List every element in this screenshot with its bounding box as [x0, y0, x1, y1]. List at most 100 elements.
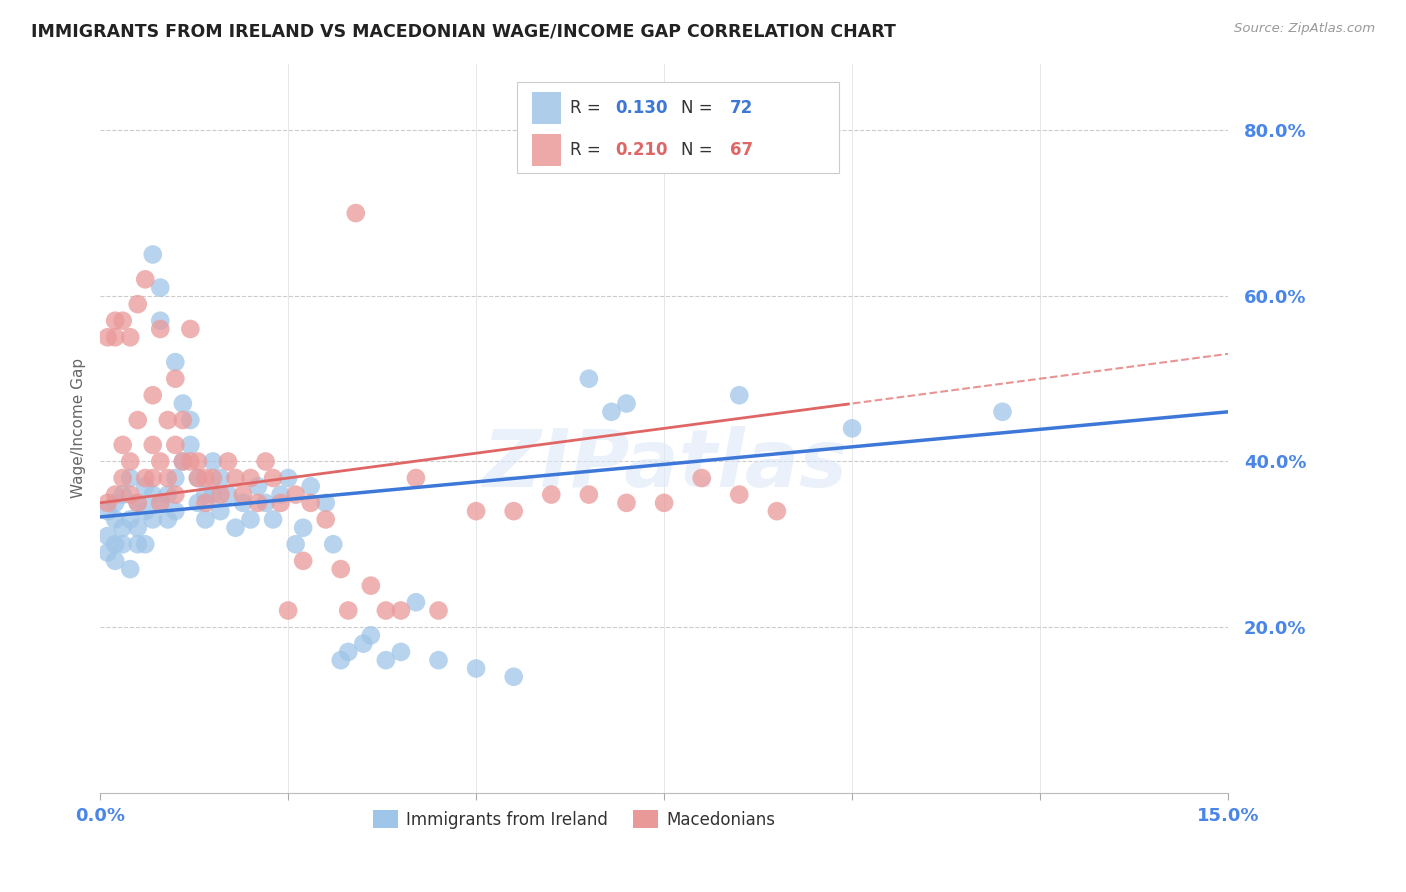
Point — [156, 413, 179, 427]
Point — [292, 521, 315, 535]
Point — [187, 496, 209, 510]
Point — [156, 487, 179, 501]
Point — [262, 471, 284, 485]
Point — [149, 322, 172, 336]
Point — [322, 537, 344, 551]
Point — [284, 487, 307, 501]
Point — [254, 496, 277, 510]
Point — [127, 297, 149, 311]
Point — [209, 471, 232, 485]
Point — [172, 396, 194, 410]
Point — [111, 471, 134, 485]
Point — [728, 487, 751, 501]
Point — [134, 272, 156, 286]
Point — [224, 521, 246, 535]
Point — [149, 280, 172, 294]
Point — [209, 504, 232, 518]
Point — [104, 512, 127, 526]
Point — [172, 454, 194, 468]
Point — [172, 454, 194, 468]
Point — [97, 504, 120, 518]
Text: 67: 67 — [730, 141, 752, 159]
Point — [142, 512, 165, 526]
FancyBboxPatch shape — [517, 82, 839, 173]
Point — [179, 438, 201, 452]
Point — [120, 487, 142, 501]
Point — [104, 496, 127, 510]
Point — [728, 388, 751, 402]
Point — [284, 537, 307, 551]
Point — [187, 454, 209, 468]
Point — [149, 314, 172, 328]
Point — [329, 562, 352, 576]
Point — [270, 487, 292, 501]
Point — [111, 537, 134, 551]
Point — [194, 512, 217, 526]
Legend: Immigrants from Ireland, Macedonians: Immigrants from Ireland, Macedonians — [366, 804, 782, 835]
Point — [465, 661, 488, 675]
Point — [194, 496, 217, 510]
Point — [111, 438, 134, 452]
Point — [337, 603, 360, 617]
Point — [360, 579, 382, 593]
Point — [134, 504, 156, 518]
Point — [352, 637, 374, 651]
Point — [179, 322, 201, 336]
Point — [427, 653, 450, 667]
Point — [187, 471, 209, 485]
Point — [578, 487, 600, 501]
Point — [374, 603, 396, 617]
Text: IMMIGRANTS FROM IRELAND VS MACEDONIAN WAGE/INCOME GAP CORRELATION CHART: IMMIGRANTS FROM IRELAND VS MACEDONIAN WA… — [31, 22, 896, 40]
Point — [127, 521, 149, 535]
Point — [616, 496, 638, 510]
Point — [690, 471, 713, 485]
Point — [104, 487, 127, 501]
Point — [299, 496, 322, 510]
Text: 72: 72 — [730, 99, 752, 117]
Text: N =: N = — [681, 141, 718, 159]
Point — [502, 504, 524, 518]
Point — [165, 487, 187, 501]
Point — [600, 405, 623, 419]
Point — [315, 512, 337, 526]
Point — [194, 487, 217, 501]
Point — [217, 487, 239, 501]
Point — [201, 454, 224, 468]
Point — [172, 413, 194, 427]
Point — [991, 405, 1014, 419]
Point — [389, 645, 412, 659]
Point — [149, 496, 172, 510]
Point — [120, 471, 142, 485]
Text: N =: N = — [681, 99, 718, 117]
Point — [299, 479, 322, 493]
Point — [187, 471, 209, 485]
Point — [165, 355, 187, 369]
Point — [127, 537, 149, 551]
Point — [247, 496, 270, 510]
Point — [149, 454, 172, 468]
Text: 0.210: 0.210 — [616, 141, 668, 159]
Point — [104, 330, 127, 344]
Point — [104, 537, 127, 551]
Point — [262, 512, 284, 526]
Point — [247, 479, 270, 493]
Point — [165, 504, 187, 518]
Point — [134, 537, 156, 551]
Point — [277, 603, 299, 617]
Point — [142, 438, 165, 452]
Point — [120, 330, 142, 344]
Point — [374, 653, 396, 667]
Point — [111, 521, 134, 535]
Point — [111, 487, 134, 501]
FancyBboxPatch shape — [531, 134, 561, 166]
Point — [329, 653, 352, 667]
Point — [201, 487, 224, 501]
Point — [224, 471, 246, 485]
Point — [120, 512, 142, 526]
Text: Source: ZipAtlas.com: Source: ZipAtlas.com — [1234, 22, 1375, 36]
Point — [766, 504, 789, 518]
Point — [111, 314, 134, 328]
Point — [841, 421, 863, 435]
Point — [149, 496, 172, 510]
Point — [179, 413, 201, 427]
